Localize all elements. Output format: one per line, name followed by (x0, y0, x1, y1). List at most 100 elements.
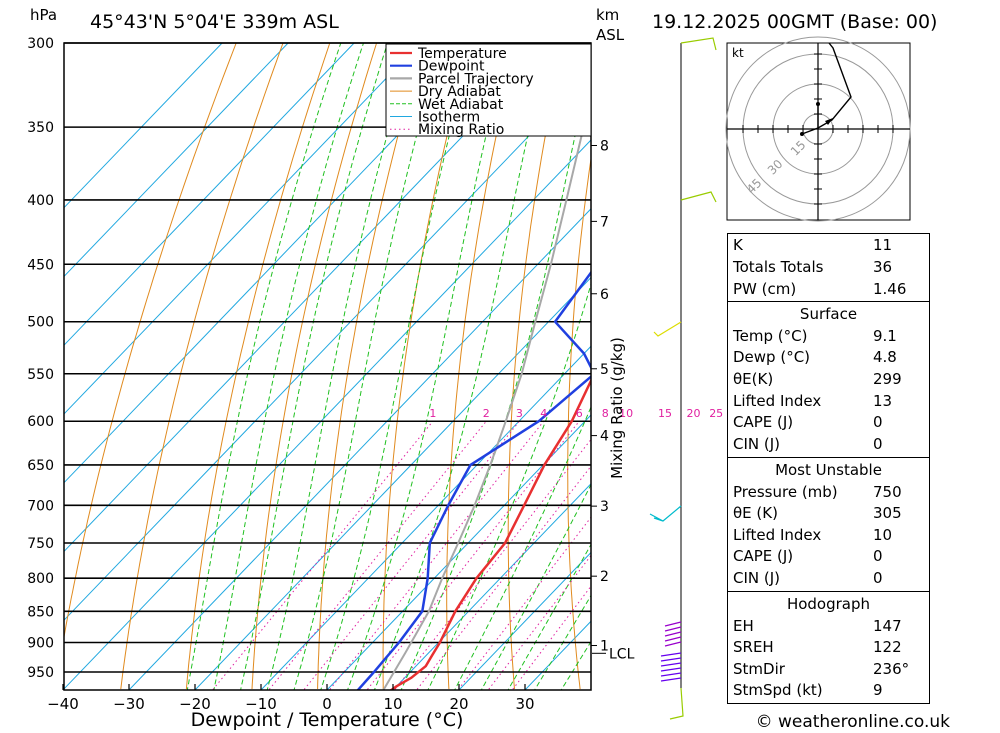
mu-row: CAPE (J) 0 (733, 547, 883, 565)
wind-barb (664, 641, 682, 647)
dry-adiabat-line (681, 43, 711, 689)
km-tick-label: 1 (600, 639, 609, 655)
pressure-tick-label: 900 (27, 635, 54, 651)
wind-barb (664, 631, 682, 637)
x-tick-label: −40 (47, 695, 79, 713)
mixing-ratio-axis-label: Mixing Ratio (g/kg) (608, 337, 626, 479)
pressure-tick-label: 850 (27, 604, 54, 620)
x-tick-label: 20 (449, 695, 468, 713)
mixing-ratio-tick-label: 4 (540, 407, 547, 420)
dry-adiabat-line (317, 43, 424, 690)
legend-box (385, 43, 592, 137)
x-tick-label: −10 (245, 695, 277, 713)
x-tick-label: 10 (383, 695, 402, 713)
mixing-ratio-line (393, 438, 591, 690)
pressure-tick-label: 350 (27, 120, 54, 136)
mixing-ratio-line (211, 420, 434, 690)
surface-row: Dewp (°C) 4.8 (733, 348, 897, 366)
legend-label: Dry Adiabat (418, 84, 501, 100)
isotherm-line (64, 70, 591, 621)
isotherm-line (128, 208, 591, 690)
mixing-ratio-tick-label: 1 (429, 407, 436, 420)
legend-label: Wet Adiabat (418, 97, 504, 113)
km-tick-label: 3 (600, 499, 609, 515)
index-row-totals: Totals Totals 36 (733, 258, 893, 276)
footer-credit: © weatheronline.co.uk (756, 712, 951, 732)
km-tick-label: 5 (600, 362, 609, 378)
legend-label: Dewpoint (418, 59, 485, 75)
isotherm-line (64, 43, 487, 484)
mixing-ratio-line (268, 420, 487, 690)
hodograph-point (800, 132, 804, 136)
surface-heading: Surface (799, 305, 858, 323)
pressure-tick-label: 300 (27, 36, 54, 52)
dry-adiabat-line (567, 155, 591, 690)
wind-barb (660, 677, 682, 682)
isotherm-line (64, 43, 223, 209)
x-tick-label: 30 (515, 695, 534, 713)
pressure-tick-label: 550 (27, 367, 54, 383)
mixing-ratio-line (415, 465, 591, 690)
mu-row: Pressure (mb) 750 (733, 483, 902, 501)
separator (728, 591, 929, 592)
legend-label: Mixing Ratio (418, 122, 504, 138)
separator (728, 457, 929, 458)
mixing-ratio-tick-label: 2 (483, 407, 490, 420)
dry-adiabat-line (120, 43, 284, 690)
wet-adiabat-line (293, 43, 443, 690)
dry-adiabat-line (985, 43, 1000, 689)
pressure-tick-label: 500 (27, 315, 54, 331)
mu-row: θE (K) 305 (733, 504, 902, 522)
wind-barb (660, 672, 682, 677)
legend-label: Parcel Trajectory (418, 71, 534, 87)
wet-adiabat-line (454, 405, 591, 690)
location-title: 45°43'N 5°04'E 339m ASL (90, 11, 339, 33)
mu-row: Lifted Index 10 (733, 526, 893, 544)
profile-temperature (389, 377, 591, 690)
mu-row: CIN (J) 0 (733, 569, 883, 587)
hodo-row: StmSpd (kt) 9 (733, 681, 883, 699)
wind-barb (664, 621, 682, 627)
surface-row: CAPE (J) 0 (733, 413, 883, 431)
index-row-pw: PW (cm) 1.46 (733, 280, 907, 298)
isotherm-line (64, 43, 355, 346)
asl-label: ASL (596, 26, 625, 44)
dry-adiabat-line (64, 43, 237, 640)
hodo-row: EH 147 (733, 617, 902, 635)
mixing-ratio-tick-label: 10 (619, 407, 633, 420)
wind-barb (680, 191, 717, 203)
isotherm-line (64, 43, 421, 415)
profile-parcel-trajectory (382, 88, 591, 690)
legend-label: Isotherm (418, 110, 480, 126)
wet-adiabat-line (400, 58, 591, 690)
dry-adiabat-line (507, 43, 565, 690)
pressure-tick-label: 400 (27, 193, 54, 209)
profile-dewpoint (356, 270, 591, 690)
surface-row: CIN (J) 0 (733, 435, 883, 453)
km-tick-label: 6 (600, 287, 609, 303)
dry-adiabat-line (251, 43, 378, 690)
isotherm-line (64, 43, 553, 553)
km-label: km (596, 6, 619, 24)
surface-row: Lifted Index 13 (733, 392, 893, 410)
wind-barb (660, 662, 682, 667)
x-tick-label: 0 (322, 695, 332, 713)
isotherm-line (326, 414, 591, 690)
x-tick-label: −30 (113, 695, 145, 713)
hodograph-heading: Hodograph (786, 595, 871, 613)
storm-motion-arrow (825, 118, 833, 125)
wind-barb (680, 37, 717, 51)
wind-barb (653, 321, 682, 337)
indices-table: K 11 Totals Totals 36 PW (cm) 1.46 Surface … (727, 233, 930, 704)
isotherm-line (392, 483, 591, 690)
wind-barb (669, 687, 684, 720)
hpa-label: hPa (30, 6, 57, 24)
pressure-tick-label: 950 (27, 665, 54, 681)
mixing-ratio-tick-label: 3 (516, 407, 523, 420)
pressure-tick-label: 450 (27, 257, 54, 273)
pressure-tick-label: 700 (27, 498, 54, 514)
mixing-ratio-line (457, 516, 591, 690)
dry-adiabat-line (446, 43, 518, 690)
isotherm-line (260, 345, 591, 690)
pressure-tick-label: 650 (27, 458, 54, 474)
